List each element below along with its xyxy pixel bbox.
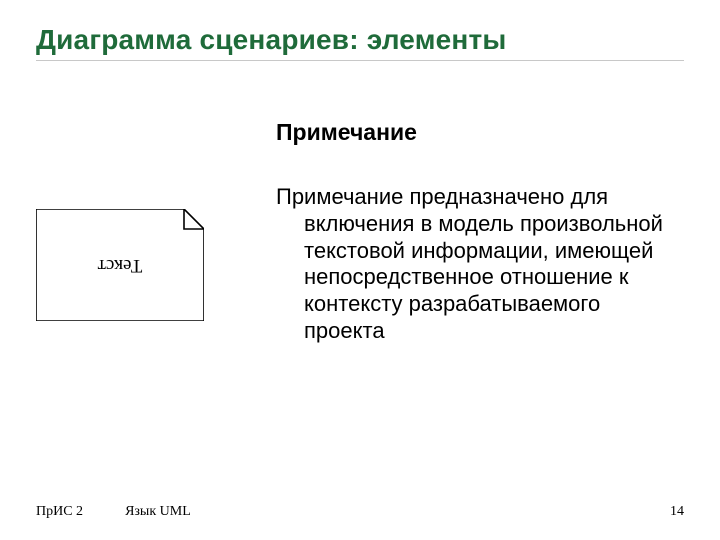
slide-title: Диаграмма сценариев: элементы <box>36 24 684 56</box>
body-text: Примечание предназначено для включения в… <box>276 184 678 345</box>
footer: ПрИС 2 Язык UML 14 <box>36 504 684 520</box>
title-underline <box>36 60 684 61</box>
note-label: Текст <box>98 254 143 276</box>
left-column: Текст <box>36 119 266 321</box>
content-row: Текст Примечание Примечание предназначен… <box>36 119 684 345</box>
uml-note-shape: Текст <box>36 209 204 321</box>
right-column: Примечание Примечание предназначено для … <box>266 119 684 345</box>
footer-left: ПрИС 2 <box>36 504 83 520</box>
footer-center: Язык UML <box>125 504 191 520</box>
slide: Диаграмма сценариев: элементы Текст Прим… <box>0 0 720 540</box>
subheading: Примечание <box>276 119 678 146</box>
page-number: 14 <box>670 504 684 520</box>
